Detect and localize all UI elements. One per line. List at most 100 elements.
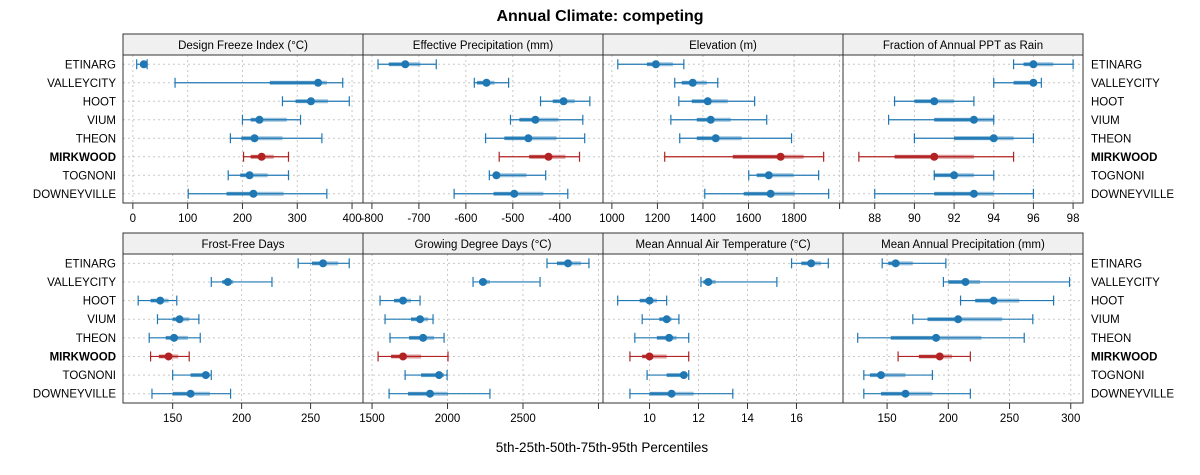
interval-vium (912, 314, 1034, 325)
interval-hoot (617, 295, 668, 306)
panel-frame (362, 253, 604, 404)
interval-downeyville (874, 188, 1035, 199)
interval-tognoni (404, 370, 448, 381)
interval-downeyville (187, 188, 328, 199)
category-label-right: DOWNEYVILLE (1091, 389, 1174, 401)
median-point (563, 259, 572, 268)
median-point (435, 371, 444, 380)
x-tick-label: -500 (501, 213, 524, 225)
category-label-right: THEON (1091, 333, 1131, 345)
median-point (645, 296, 654, 305)
x-tick-label: 1600 (736, 213, 762, 225)
median-point (711, 134, 720, 143)
panel-title: Mean Annual Air Temperature (°C) (635, 239, 810, 251)
interval-hoot (281, 96, 350, 107)
median-point (170, 333, 179, 342)
median-point (950, 171, 959, 180)
x-tick-label: -600 (454, 213, 477, 225)
median-point (399, 352, 407, 361)
category-label-right: MIRKWOOD (1091, 152, 1157, 164)
category-label-right: HOOT (1091, 296, 1124, 308)
interval-valleycity (174, 77, 344, 88)
category-label-left: VALLEYCITY (47, 277, 116, 289)
x-tick-label: 1200 (645, 213, 671, 225)
panel-3: Elevation (m) 1000 1200 1400 1600 1800 (599, 33, 844, 225)
interval-etinarg (881, 258, 947, 269)
interval-mirkwood (629, 351, 690, 362)
interval-downeyville (453, 188, 569, 199)
category-label-left: ETINARG (65, 59, 116, 71)
x-tick-label: 200 (233, 213, 252, 225)
panel-frame (122, 54, 364, 204)
interval-downeyville (388, 388, 491, 399)
interval-mirkwood (149, 351, 190, 362)
median-point (969, 189, 978, 198)
median-point (175, 315, 184, 324)
interval-vium (384, 314, 434, 325)
interval-vium (670, 114, 768, 125)
interval-mirkwood (664, 151, 825, 162)
median-point (186, 389, 195, 398)
x-tick-label: 300 (288, 213, 307, 225)
median-point (667, 389, 676, 398)
panel-title: Fraction of Annual PPT as Rain (883, 40, 1043, 52)
median-point (969, 115, 978, 124)
x-tick-label: 200 (939, 413, 958, 425)
median-point (319, 259, 327, 268)
category-label-right: VIUM (1091, 314, 1120, 326)
x-tick-label: 150 (163, 413, 182, 425)
interval-etinarg (546, 258, 590, 269)
median-point (932, 333, 941, 342)
interval-vium (156, 314, 200, 325)
panel-2: Effective Precipitation (mm) -800 -700 -600… (360, 33, 604, 225)
interval-tognoni (646, 370, 690, 381)
interval-valleycity (993, 77, 1042, 88)
median-point (531, 115, 540, 124)
category-label-left: VALLEYCITY (47, 78, 116, 90)
median-point (901, 389, 910, 398)
median-point (250, 134, 259, 143)
median-point (688, 78, 697, 87)
category-label-right: ETINARG (1091, 258, 1142, 270)
panel-grid: Design Freeze Index (°C)0 100 200 300 400Eff… (33, 33, 1174, 425)
category-label-right: TOGNONI (1091, 170, 1144, 182)
interval-tognoni (933, 170, 995, 181)
median-point (482, 78, 491, 87)
x-tick-label: 1000 (599, 213, 625, 225)
median-point (703, 97, 712, 106)
median-point (989, 296, 998, 305)
median-point (544, 152, 553, 161)
interval-valleycity (674, 77, 719, 88)
median-point (249, 189, 258, 198)
interval-etinarg (1012, 59, 1074, 70)
panel-7: Mean Annual Air Temperature (°C) 10 12 14 16 (602, 232, 844, 425)
median-point (245, 171, 254, 180)
category-label-right: MIRKWOOD (1091, 351, 1157, 363)
panel-title: Frost-Free Days (201, 239, 284, 251)
panel-title: Design Freeze Index (°C) (178, 40, 308, 52)
median-point (306, 97, 315, 106)
x-tick-label: 250 (301, 413, 320, 425)
panel-6: Growing Degree Days (°C) 1500 2000 2500 (359, 232, 604, 425)
x-tick-label: 10 (643, 413, 656, 425)
median-point (704, 277, 713, 286)
interval-downeyville (151, 388, 232, 399)
category-label-left: VIUM (87, 314, 116, 326)
panel-title: Mean Annual Precipitation (mm) (881, 239, 1045, 251)
category-label-left: TOGNONI (63, 170, 116, 182)
interval-theon (913, 133, 1035, 144)
interval-hoot (379, 295, 421, 306)
x-tick-label: 94 (987, 213, 1000, 225)
interval-vium (509, 114, 584, 125)
interval-tognoni (172, 370, 212, 381)
x-tick-label: 1400 (690, 213, 716, 225)
interval-tognoni (863, 370, 933, 381)
category-label-left: HOOT (83, 96, 116, 108)
median-point (419, 333, 428, 342)
x-tick-label: 88 (868, 213, 881, 225)
x-tick-label: 200 (232, 413, 251, 425)
interval-hoot (678, 96, 756, 107)
category-label-right: DOWNEYVILLE (1091, 189, 1174, 201)
category-label-left: MIRKWOOD (50, 351, 116, 363)
